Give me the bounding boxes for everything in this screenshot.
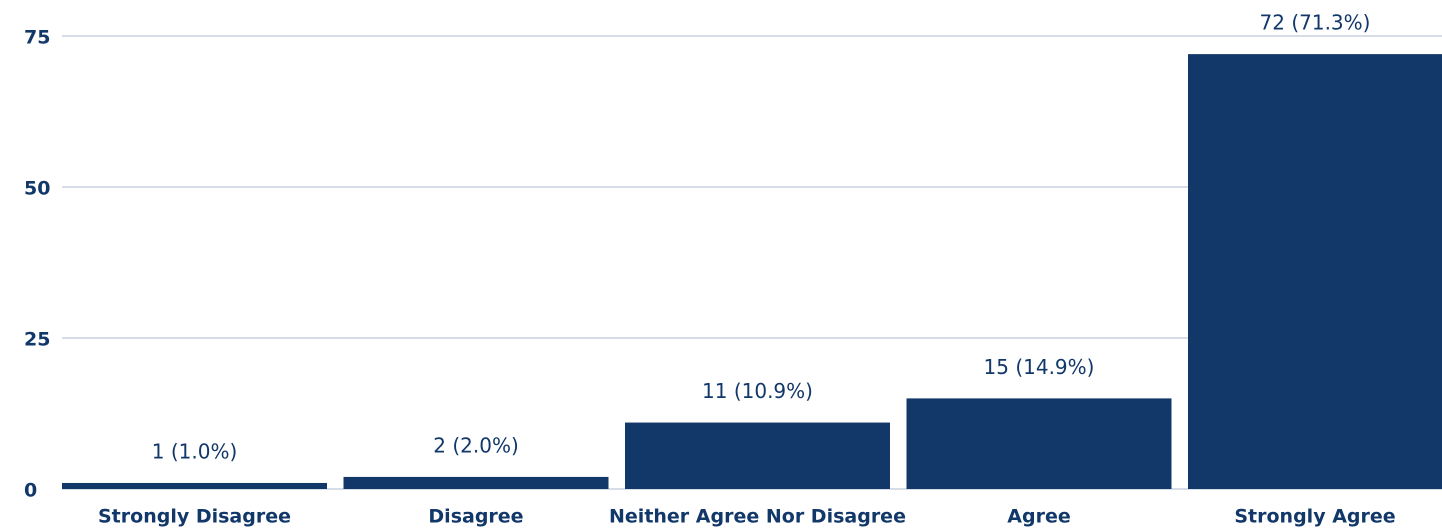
bar <box>625 422 890 489</box>
y-tick-label: 75 <box>24 27 50 49</box>
bar <box>343 476 609 489</box>
y-tick-label: 25 <box>24 329 50 351</box>
value-label: 11 (10.9%) <box>702 379 813 403</box>
bar <box>1188 54 1442 490</box>
bar <box>906 398 1172 489</box>
value-label: 72 (71.3%) <box>1260 11 1371 35</box>
value-label: 2 (2.0%) <box>433 433 519 457</box>
value-label: 1 (1.0%) <box>152 439 238 463</box>
x-tick-label: Neither Agree Nor Disagree <box>609 506 906 528</box>
x-tick-label: Disagree <box>428 506 523 528</box>
y-tick-label: 50 <box>24 178 50 200</box>
bar <box>62 482 327 489</box>
y-tick-label: 0 <box>24 480 37 502</box>
x-tick-label: Agree <box>1007 506 1070 528</box>
x-tick-label: Strongly Agree <box>1234 506 1395 528</box>
x-tick-label: Strongly Disagree <box>98 506 291 528</box>
value-label: 15 (14.9%) <box>984 355 1095 379</box>
